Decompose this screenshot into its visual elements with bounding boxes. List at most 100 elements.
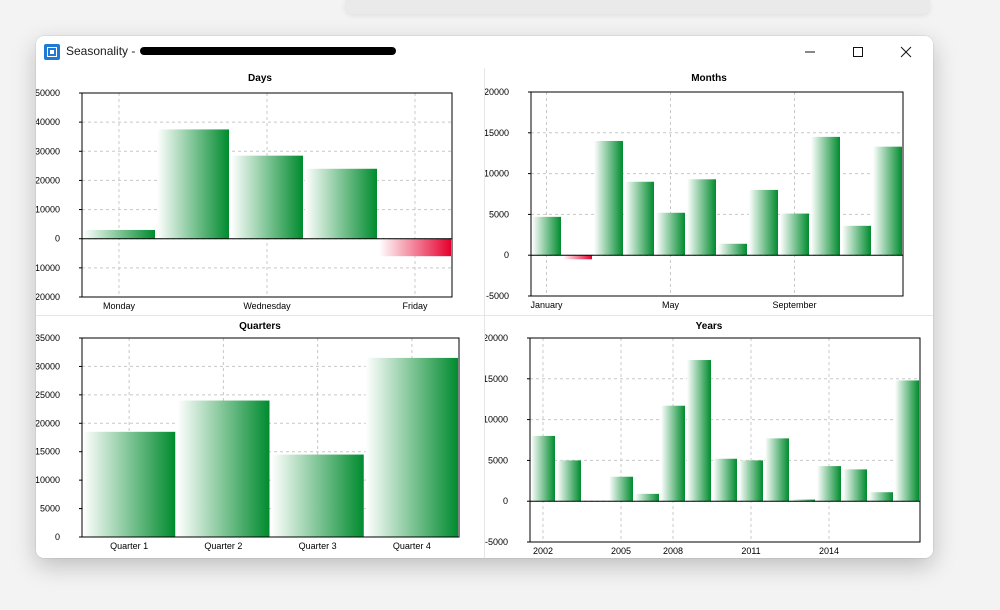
- years-bar-2008: [687, 360, 711, 502]
- days-chart-title: Days: [248, 73, 272, 84]
- quarters-bar-quarter-4: [365, 357, 458, 537]
- months-bar-september: [780, 213, 809, 256]
- quarters-plot-frame: [81, 337, 460, 538]
- months-x-tick-label: May: [662, 300, 680, 310]
- quarters-x-tick-label: Quarter 2: [204, 541, 242, 551]
- window-title: Seasonality -: [66, 44, 136, 58]
- months-x-tick-label: September: [772, 300, 816, 310]
- days-bar-thursday: [305, 168, 377, 239]
- quarters-y-tick-label: 0: [55, 532, 60, 542]
- maximize-button[interactable]: [835, 36, 881, 68]
- chart-panel-months: Months -5000 0 5000 10000 15000 20000 January Ma…: [485, 68, 933, 315]
- seasonality-window: Seasonality - Days -20000 -10000 0 10000 2000…: [36, 36, 933, 558]
- chart-panel-days: Days -20000 -10000 0 10000 20000 30000 40000 500…: [36, 68, 484, 315]
- days-y-tick-label: 20000: [36, 175, 60, 185]
- quarters-x-tick-label: Quarter 1: [110, 541, 148, 551]
- months-bar-august: [749, 189, 778, 256]
- months-y-tick-label: 15000: [485, 128, 509, 138]
- years-bar-2005: [609, 476, 633, 502]
- months-bar-january: [532, 216, 561, 256]
- close-icon: [900, 46, 912, 58]
- days-y-tick-label: 0: [55, 234, 60, 244]
- quarters-y-tick-label: 5000: [40, 504, 60, 514]
- years-bar-2006: [635, 493, 659, 502]
- quarters-y-tick-label: 20000: [36, 418, 60, 428]
- months-bar-march: [594, 140, 623, 256]
- years-chart-title: Years: [696, 321, 723, 332]
- quarters-x-tick-label: Quarter 4: [393, 541, 431, 551]
- days-bar-tuesday: [157, 129, 229, 239]
- quarters-y-tick-label: 25000: [36, 390, 60, 400]
- minimize-icon: [805, 51, 815, 53]
- years-bar-2010: [739, 460, 763, 502]
- days-y-tick-label: -10000: [36, 263, 60, 273]
- months-bar-june: [687, 179, 716, 256]
- chart-panel-years: Years -5000 0 5000 10000 15000 20000 2002 2005 20…: [485, 316, 933, 558]
- months-y-tick-label: 5000: [489, 209, 509, 219]
- months-bar-october: [811, 136, 840, 256]
- months-y-tick-label: 10000: [485, 169, 509, 179]
- maximize-icon: [853, 47, 863, 57]
- days-x-tick-label: Monday: [103, 301, 136, 311]
- years-x-tick-label: 2008: [663, 546, 683, 556]
- years-x-tick-label: 2014: [819, 546, 839, 556]
- years-y-tick-label: 0: [503, 496, 508, 506]
- quarters-x-tick-label: Quarter 3: [299, 541, 337, 551]
- quarters-bar-quarter-3: [271, 454, 364, 537]
- close-button[interactable]: [883, 36, 929, 68]
- title-bar[interactable]: Seasonality -: [36, 36, 933, 68]
- days-x-tick-label: Wednesday: [243, 301, 291, 311]
- months-plot-frame: [530, 91, 904, 297]
- days-y-tick-label: 10000: [36, 205, 60, 215]
- quarters-bar-quarter-2: [177, 400, 270, 537]
- years-y-tick-label: 10000: [485, 415, 508, 425]
- quarters-chart: Quarters 0 5000 10000 15000 20000 25000 30000 35…: [36, 321, 460, 551]
- quarters-bar-quarter-1: [83, 431, 176, 537]
- quarters-y-tick-label: 30000: [36, 361, 60, 371]
- years-y-tick-label: 5000: [488, 455, 508, 465]
- days-y-tick-label: 30000: [36, 146, 60, 156]
- years-bar-2013: [817, 466, 841, 502]
- panel-divider-horizontal: [36, 315, 933, 316]
- months-bar-november: [842, 225, 871, 256]
- years-x-tick-label: 2005: [611, 546, 631, 556]
- years-y-tick-label: 15000: [485, 374, 508, 384]
- days-plot-frame: [81, 92, 453, 298]
- months-y-tick-label: 20000: [485, 87, 509, 97]
- days-y-tick-label: 40000: [36, 117, 60, 127]
- years-chart: Years -5000 0 5000 10000 15000 20000 2002 2005 20…: [485, 321, 921, 556]
- years-bar-2012: [791, 499, 815, 502]
- app-icon: [44, 44, 60, 60]
- panel-divider-vertical: [484, 68, 485, 558]
- months-bar-april: [625, 181, 654, 256]
- years-bar-2003: [557, 460, 581, 502]
- years-bar-2014: [843, 469, 867, 502]
- months-chart-title: Months: [691, 73, 727, 84]
- quarters-y-tick-label: 35000: [36, 333, 60, 343]
- days-bar-wednesday: [231, 155, 303, 239]
- days-x-tick-label: Friday: [402, 301, 428, 311]
- days-y-tick-label: -20000: [36, 292, 60, 302]
- years-y-tick-label: -5000: [485, 537, 508, 547]
- months-bar-december: [873, 146, 902, 256]
- background-window-edge: [345, 0, 930, 14]
- quarters-y-tick-label: 15000: [36, 447, 60, 457]
- years-bar-2002: [531, 435, 555, 502]
- years-bar-2009: [713, 458, 737, 502]
- minimize-button[interactable]: [787, 36, 833, 68]
- months-bar-may: [656, 212, 685, 256]
- years-plot-frame: [529, 337, 921, 543]
- years-bar-2007: [661, 405, 685, 502]
- quarters-y-tick-label: 10000: [36, 475, 60, 485]
- days-chart: Days -20000 -10000 0 10000 20000 30000 40000 500…: [36, 73, 453, 311]
- months-bar-february: [563, 255, 592, 260]
- months-bar-july: [718, 243, 747, 256]
- years-bar-2015: [869, 492, 893, 502]
- years-bar-2016: [895, 380, 919, 502]
- days-bar-friday: [379, 238, 451, 257]
- redacted-title-bar: [140, 47, 396, 55]
- years-x-tick-label: 2011: [741, 546, 760, 556]
- months-chart: Months -5000 0 5000 10000 15000 20000 January Ma…: [485, 73, 904, 310]
- years-x-tick-label: 2002: [533, 546, 553, 556]
- quarters-chart-title: Quarters: [239, 321, 281, 332]
